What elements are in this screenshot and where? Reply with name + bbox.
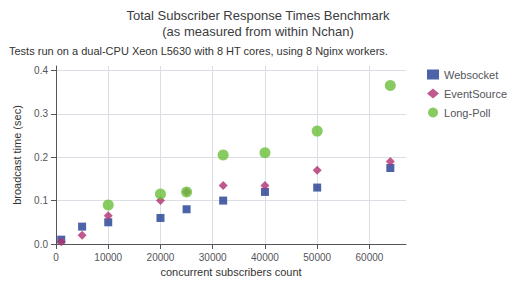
svg-text:0.1: 0.1 (34, 195, 48, 206)
svg-text:10000: 10000 (94, 252, 122, 263)
svg-text:0.0: 0.0 (34, 239, 48, 250)
svg-text:40000: 40000 (251, 252, 279, 263)
svg-text:0: 0 (53, 252, 59, 263)
svg-text:0.3: 0.3 (34, 108, 48, 119)
svg-text:50000: 50000 (303, 252, 331, 263)
svg-text:broadcast time (sec): broadcast time (sec) (11, 105, 23, 205)
svg-text:Total Subscriber Response Time: Total Subscriber Response Times Benchmar… (126, 8, 390, 23)
svg-text:30000: 30000 (199, 252, 227, 263)
svg-text:(as measured from within Nchan: (as measured from within Nchan) (162, 24, 353, 39)
svg-text:Long-Poll: Long-Poll (444, 107, 490, 119)
svg-text:0.2: 0.2 (34, 152, 48, 163)
svg-text:0.4: 0.4 (34, 65, 48, 76)
svg-text:Tests run on a dual-CPU Xeon L: Tests run on a dual-CPU Xeon L5630 with … (9, 45, 388, 57)
svg-text:60000: 60000 (356, 252, 384, 263)
svg-text:Websocket: Websocket (444, 69, 498, 81)
svg-text:concurrent subscribers count: concurrent subscribers count (160, 266, 301, 278)
svg-text:EventSource: EventSource (444, 88, 507, 100)
svg-text:20000: 20000 (147, 252, 175, 263)
